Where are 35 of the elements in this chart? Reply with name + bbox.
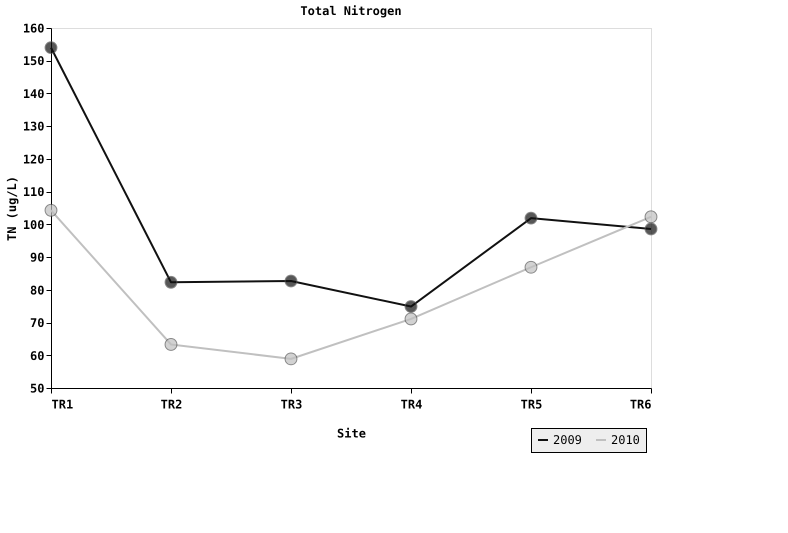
x-tick-label: TR5 xyxy=(520,398,542,412)
y-tick-label: 80 xyxy=(30,283,44,298)
point xyxy=(164,338,178,351)
y-tick-label: 70 xyxy=(30,316,44,330)
y-tick-label: 110 xyxy=(22,185,44,200)
point xyxy=(404,300,418,313)
point xyxy=(164,276,178,289)
point xyxy=(404,312,418,326)
y-tick-label: 160 xyxy=(22,22,44,36)
point xyxy=(44,41,58,54)
y-tick-label: 120 xyxy=(22,152,44,166)
x-axis-title: Site xyxy=(337,426,366,440)
point xyxy=(644,222,658,236)
point xyxy=(524,260,538,274)
chart-title: Total Nitrogen xyxy=(300,4,402,18)
point xyxy=(284,274,298,288)
point xyxy=(644,210,658,224)
x-tick-label: TR6 xyxy=(630,398,652,412)
y-tick-label: 100 xyxy=(22,218,44,232)
y-tick-label: 140 xyxy=(22,86,44,101)
x-tick-label: TR4 xyxy=(400,398,422,412)
y-tick-label: 50 xyxy=(30,382,44,396)
x-tick-label: TR3 xyxy=(280,398,302,412)
y-tick-label: 60 xyxy=(30,348,44,363)
point xyxy=(284,352,298,366)
y-tick-label: 150 xyxy=(22,54,44,68)
y-tick-label: 90 xyxy=(30,250,44,265)
legend-label: 2009 xyxy=(553,433,582,447)
y-axis-title: TN (ug/L) xyxy=(4,176,19,242)
x-tick-label: TR1 xyxy=(52,398,74,412)
x-tick-label: TR2 xyxy=(160,398,182,412)
legend-label: 2010 xyxy=(611,433,640,447)
point xyxy=(44,204,58,217)
point xyxy=(524,212,538,225)
y-tick-label: 130 xyxy=(22,120,44,134)
